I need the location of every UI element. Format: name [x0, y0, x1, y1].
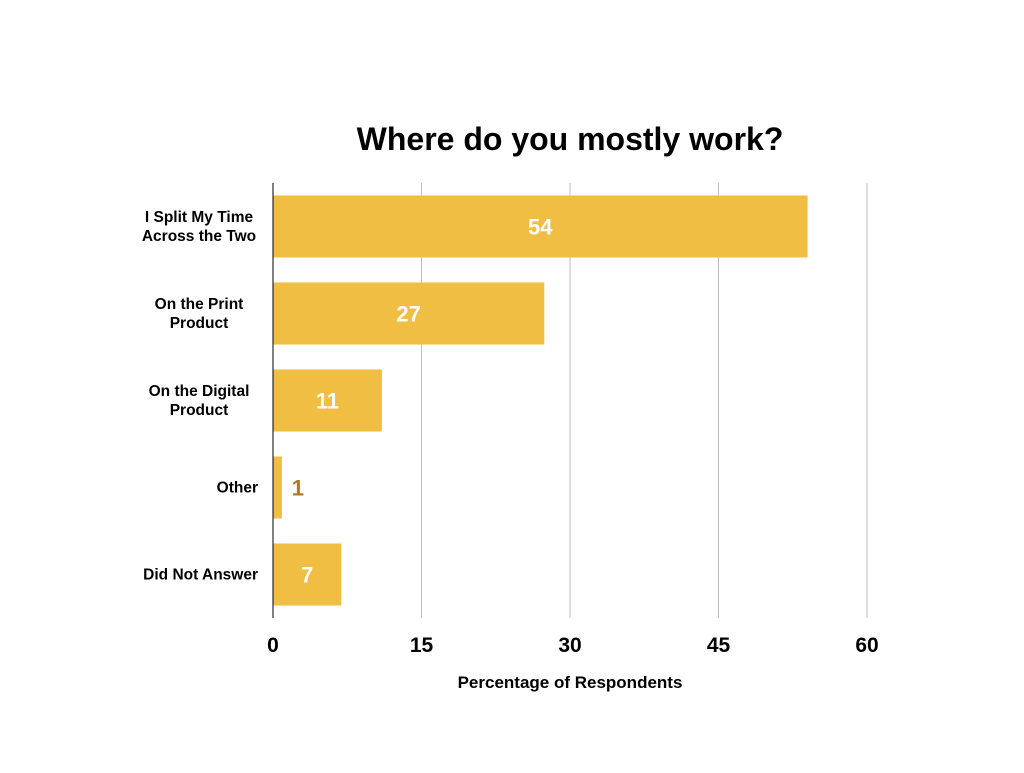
category-label: On the Print Product: [155, 296, 244, 332]
x-tick-label: 15: [410, 634, 434, 657]
data-label: 7: [301, 563, 313, 588]
bar: [273, 543, 342, 606]
category-label: On the Digital Product: [149, 383, 250, 419]
x-tick-label: 45: [707, 634, 731, 657]
x-tick-label: 0: [267, 634, 279, 657]
category-label: Did Not Answer: [143, 567, 258, 584]
x-tick-label: 60: [855, 634, 878, 657]
labels: 0 15 30 45 60 54 I Split My Time Across the Two…: [142, 209, 879, 657]
data-label: 11: [316, 389, 339, 414]
bars: [273, 195, 808, 606]
bar: [273, 195, 808, 258]
data-label: 27: [396, 302, 420, 327]
data-label: 1: [292, 476, 304, 501]
chart-title: Where do you mostly work?: [357, 121, 784, 157]
x-axis-title: Percentage of Respondents: [458, 673, 683, 692]
x-tick-label: 30: [558, 634, 581, 657]
category-label: I Split My Time Across the Two: [142, 209, 256, 245]
bar: [273, 456, 282, 519]
category-label: Other: [217, 480, 258, 497]
data-label: 54: [528, 215, 553, 240]
bar: [273, 282, 545, 345]
bar: [273, 369, 382, 432]
